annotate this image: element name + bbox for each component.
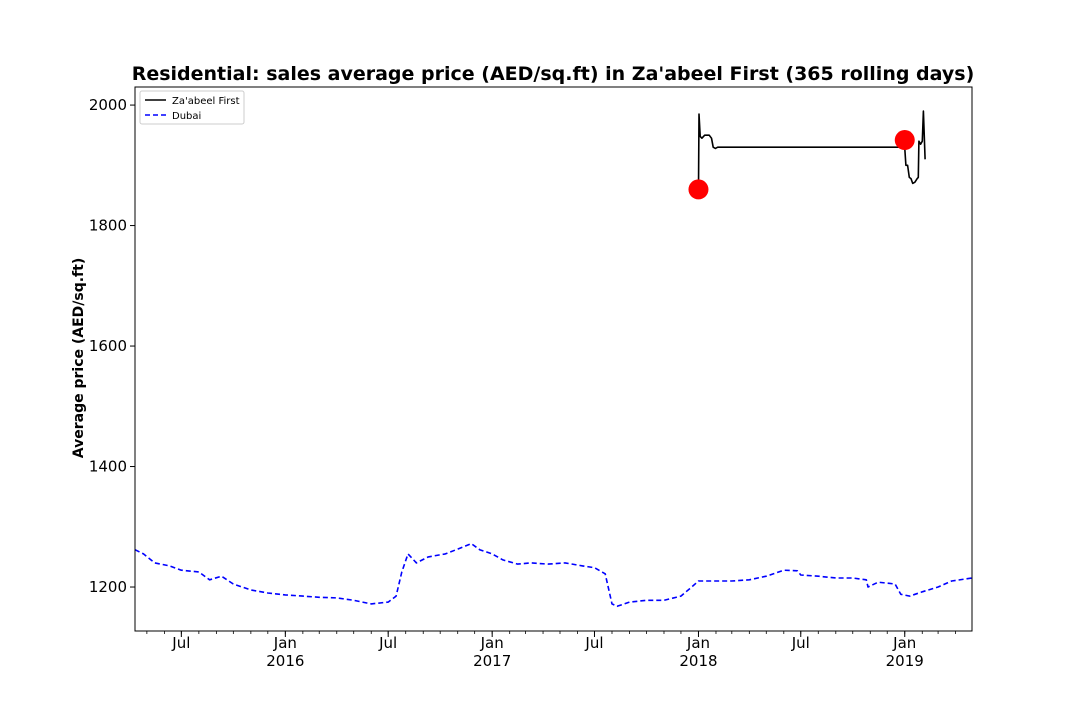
x-tick-label: Jan	[480, 634, 504, 652]
x-tick-label: Jul	[171, 634, 190, 652]
y-tick-label: 2000	[89, 96, 127, 114]
y-axis-label: Average price (AED/sq.ft)	[71, 258, 87, 458]
y-tick-label: 1600	[89, 337, 127, 355]
legend: Za'abeel First Dubai	[139, 90, 245, 125]
y-tick-label: 1800	[89, 217, 127, 235]
x-tick-label: Jan	[686, 634, 710, 652]
legend-label-dubai: Dubai	[172, 111, 201, 122]
x-tick-label: Jul	[791, 634, 810, 652]
highlight-point-2	[894, 130, 915, 151]
highlight-point-1	[688, 179, 709, 200]
chart-title: Residential: sales average price (AED/sq…	[132, 63, 975, 85]
y-tick-label: 1400	[89, 458, 127, 476]
y-tick-label: 1200	[89, 578, 127, 596]
x-tick-year-label: 2016	[266, 652, 304, 670]
x-tick-label: Jan	[892, 634, 916, 652]
x-tick-label: Jul	[378, 634, 397, 652]
x-tick-year-label: 2019	[886, 652, 924, 670]
plot-area	[134, 110, 973, 608]
series-line-zaabeel-first	[697, 110, 926, 189]
x-tick-year-label: 2017	[473, 652, 511, 670]
x-tick-label: Jan	[273, 634, 297, 652]
x-tick-year-label: 2018	[679, 652, 717, 670]
x-tick-label: Jul	[584, 634, 603, 652]
plot-frame	[134, 86, 973, 632]
series-line-dubai	[134, 542, 973, 608]
legend-label-zaabeel: Za'abeel First	[172, 96, 240, 107]
